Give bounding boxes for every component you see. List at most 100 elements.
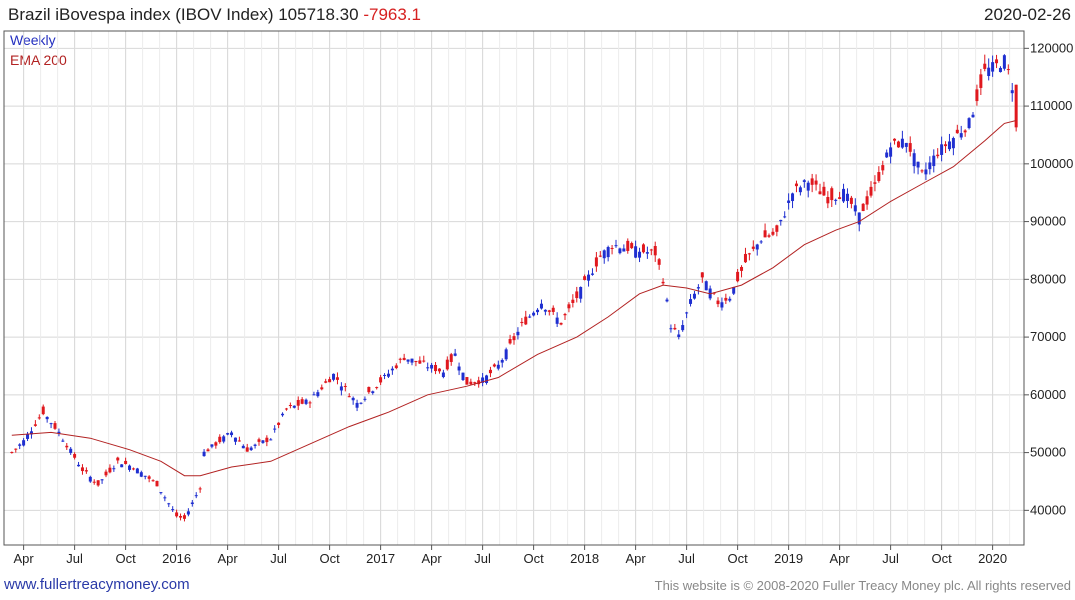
candle-body	[779, 219, 783, 222]
candle-body	[987, 67, 991, 77]
candle-body	[332, 373, 336, 380]
candle-body	[418, 360, 422, 364]
candle-body	[814, 180, 818, 185]
candle-body	[1006, 69, 1010, 71]
candle-body	[1010, 90, 1014, 94]
candle-body	[908, 143, 912, 152]
candle-body	[210, 444, 214, 447]
candle-body	[622, 248, 626, 252]
candle-body	[84, 470, 88, 472]
candle-body	[881, 165, 885, 171]
candle-body	[669, 328, 673, 330]
candle-body	[316, 392, 320, 397]
candle-body	[692, 293, 696, 299]
candle-body	[900, 138, 904, 148]
candle-body	[512, 336, 516, 341]
x-tick-label: Jul	[678, 551, 695, 566]
candle-body	[426, 367, 430, 369]
candle-body	[288, 404, 292, 406]
candle-body	[916, 161, 920, 168]
candle-body	[410, 358, 414, 363]
candle-body	[983, 63, 987, 69]
candle-body	[885, 152, 889, 158]
x-tick-label: Oct	[931, 551, 952, 566]
candle-body	[716, 300, 720, 305]
candle-body	[485, 375, 489, 383]
x-tick-label: Oct	[727, 551, 748, 566]
candle-body	[355, 402, 359, 408]
title-text: Brazil iBovespa index (IBOV Index) 10571…	[8, 5, 359, 24]
title-change: -7963.1	[363, 5, 421, 24]
candle-body	[743, 253, 747, 263]
candle-body	[967, 118, 971, 129]
candle-body	[516, 331, 520, 336]
candle-body	[230, 432, 234, 436]
ema-line	[11, 120, 1017, 477]
candle-body	[45, 416, 49, 420]
candle-body	[936, 154, 940, 157]
candle-body	[645, 252, 649, 254]
plot-frame	[3, 30, 1025, 546]
candle-body	[273, 428, 277, 430]
candle-body	[818, 191, 822, 195]
candle-body	[245, 447, 249, 452]
candle-body	[995, 59, 999, 64]
candle-body	[775, 225, 779, 232]
candle-body	[422, 360, 426, 362]
candle-body	[261, 440, 265, 443]
candle-body	[398, 358, 402, 360]
candle-body	[124, 460, 128, 464]
candle-body	[920, 170, 924, 172]
candle-body	[206, 449, 210, 452]
candle-body	[567, 304, 571, 309]
candle-body	[763, 230, 767, 238]
candle-body	[728, 298, 732, 301]
candle-body	[481, 377, 485, 383]
candle-body	[116, 457, 120, 461]
candle-body	[822, 186, 826, 196]
candle-body	[1014, 84, 1018, 128]
candle-body	[383, 374, 387, 376]
candle-body	[504, 349, 508, 360]
candle-body	[112, 468, 116, 470]
candle-body	[457, 366, 461, 371]
x-tick-label: Jul	[66, 551, 83, 566]
candle-body	[689, 299, 693, 304]
candle-body	[328, 379, 332, 383]
candle-body	[551, 307, 555, 312]
x-axis: Apr Jul Oct 2016 Apr Jul Oct 2017 Apr Jul Oct 2018 A…	[13, 545, 1007, 566]
candle-body	[971, 114, 975, 118]
chart-date: 2020-02-26	[984, 5, 1071, 24]
candle-body	[53, 423, 57, 429]
legend-weekly: Weekly	[10, 32, 56, 48]
candle-body	[869, 186, 873, 196]
y-tick-label: 100000	[1030, 156, 1073, 171]
candle-body	[135, 468, 139, 474]
candle-body	[630, 243, 634, 249]
candle-body	[41, 406, 45, 415]
candle-body	[371, 391, 375, 394]
x-tick-label: 2017	[366, 551, 395, 566]
candle-body	[704, 281, 708, 291]
candle-body	[720, 302, 724, 308]
candle-body	[269, 439, 273, 441]
candle-body	[998, 67, 1002, 73]
candle-body	[508, 339, 512, 344]
footer-link[interactable]: www.fullertreacymoney.com	[4, 576, 190, 593]
candle-body	[214, 442, 218, 446]
candle-body	[1002, 55, 1006, 69]
candle-body	[590, 273, 594, 275]
candle-body	[296, 399, 300, 406]
candle-body	[849, 197, 853, 204]
candle-body	[794, 183, 798, 187]
candle-body	[751, 246, 755, 249]
candle-body	[308, 402, 312, 404]
candle-body	[896, 141, 900, 148]
candle-body	[386, 373, 390, 377]
candle-body	[434, 364, 438, 372]
candle-body	[175, 512, 179, 517]
candle-body	[924, 169, 928, 175]
candle-body	[26, 434, 30, 439]
candle-body	[665, 299, 669, 302]
